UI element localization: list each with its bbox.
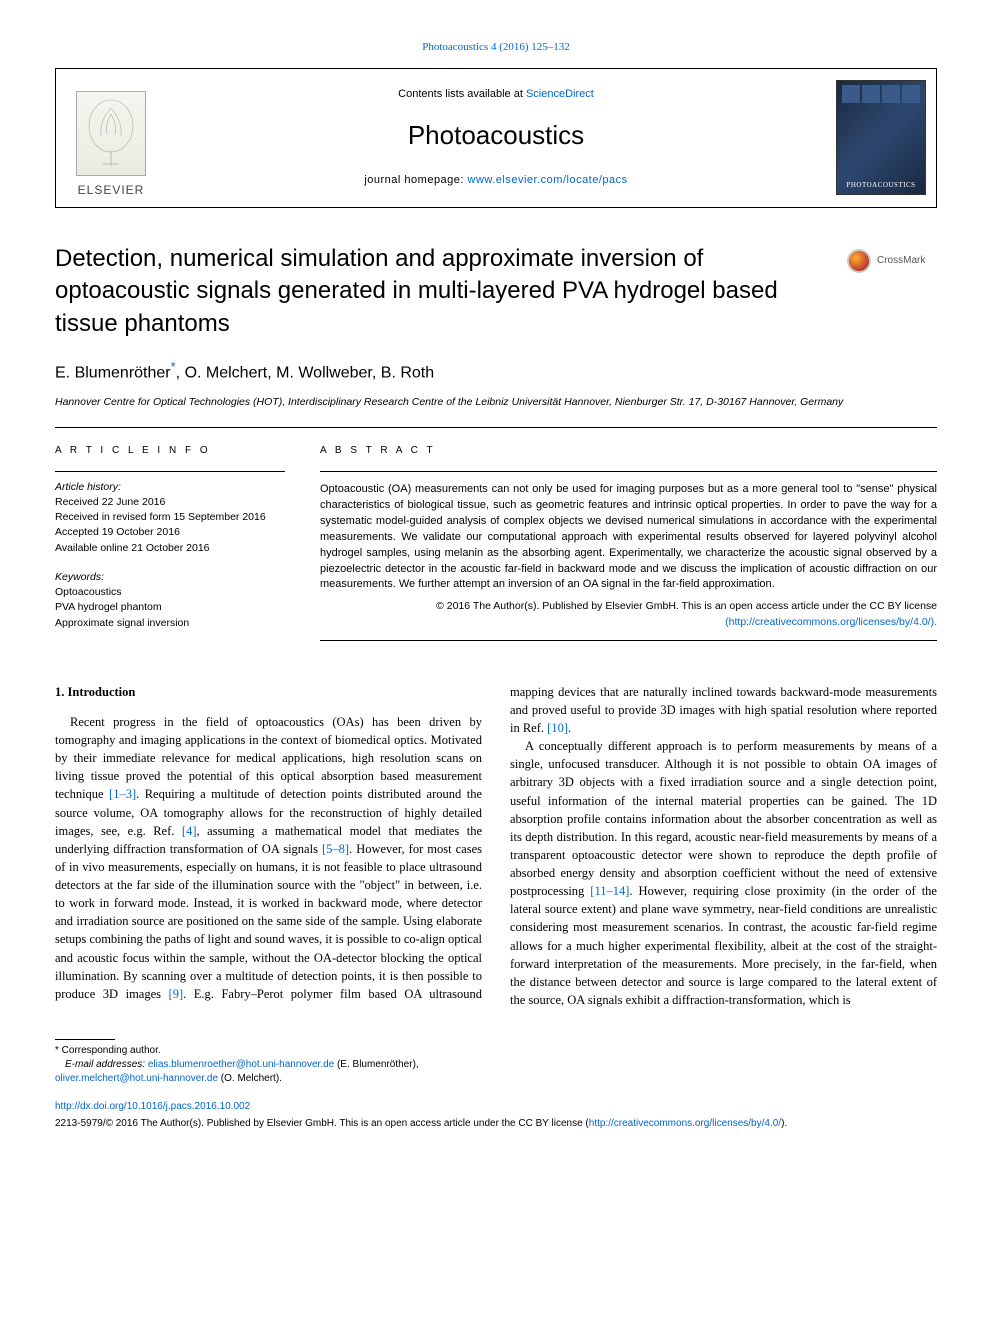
ref-1-3[interactable]: [1–3] <box>109 787 136 801</box>
divider <box>320 471 937 472</box>
email-2-who: (O. Melchert). <box>218 1073 282 1084</box>
abstract: A B S T R A C T Optoacoustic (OA) measur… <box>320 444 937 641</box>
elsevier-tree-icon <box>76 91 146 176</box>
journal-title: Photoacoustics <box>408 117 584 155</box>
issn-copyright: 2213-5979/© 2016 The Author(s). Publishe… <box>55 1117 937 1132</box>
doi-link[interactable]: http://dx.doi.org/10.1016/j.pacs.2016.10… <box>55 1101 250 1112</box>
divider <box>55 471 285 472</box>
publisher-block: ELSEVIER <box>56 69 166 207</box>
contents-line: Contents lists available at ScienceDirec… <box>398 87 594 103</box>
doi: http://dx.doi.org/10.1016/j.pacs.2016.10… <box>55 1100 937 1115</box>
email-line: E-mail addresses: elias.blumenroether@ho… <box>55 1058 470 1086</box>
author-1: E. Blumenröther <box>55 364 171 381</box>
article-body: 1. Introduction Recent progress in the f… <box>55 683 937 1009</box>
section-1-heading: 1. Introduction <box>55 683 482 701</box>
keyword-3: Approximate signal inversion <box>55 616 285 631</box>
license-link[interactable]: (http://creativecommons.org/licenses/by/… <box>725 616 937 628</box>
footnotes: * Corresponding author. E-mail addresses… <box>55 1039 470 1086</box>
para-3-b: . However, requiring close proximity (in… <box>510 884 937 1007</box>
ref-5-8[interactable]: [5–8] <box>322 842 349 856</box>
copyright-text: © 2016 The Author(s). Published by Elsev… <box>436 600 937 612</box>
para-1-d: . However, for most cases of in vivo mea… <box>55 842 482 965</box>
para-3-a: A conceptually different approach is to … <box>510 739 937 898</box>
journal-header: ELSEVIER Contents lists available at Sci… <box>55 68 937 208</box>
journal-homepage: journal homepage: www.elsevier.com/locat… <box>364 173 627 189</box>
info-abstract-row: A R T I C L E I N F O Article history: R… <box>55 428 937 655</box>
article-info-heading: A R T I C L E I N F O <box>55 444 285 459</box>
email-2[interactable]: oliver.melchert@hot.uni-hannover.de <box>55 1073 218 1084</box>
history-accepted: Accepted 19 October 2016 <box>55 525 285 540</box>
cover-thumbnail-wrap: PHOTOACOUSTICS <box>826 69 936 207</box>
email-1-who: (E. Blumenröther), <box>334 1059 418 1070</box>
keywords-label: Keywords: <box>55 570 285 585</box>
history-received: Received 22 June 2016 <box>55 495 285 510</box>
history-online: Available online 21 October 2016 <box>55 541 285 556</box>
ref-4[interactable]: [4] <box>182 824 197 838</box>
authors-rest: , O. Melchert, M. Wollweber, B. Roth <box>176 364 434 381</box>
para-2-c: . <box>568 721 571 735</box>
keyword-1: Optoacoustics <box>55 585 285 600</box>
header-center: Contents lists available at ScienceDirec… <box>166 69 826 207</box>
homepage-link[interactable]: www.elsevier.com/locate/pacs <box>468 174 628 186</box>
article-title: Detection, numerical simulation and appr… <box>55 243 827 340</box>
cover-thumbnail: PHOTOACOUSTICS <box>836 80 926 195</box>
corresponding-author-note: * Corresponding author. <box>55 1044 470 1058</box>
divider <box>320 640 937 641</box>
issn-text-b: ). <box>781 1118 787 1129</box>
sciencedirect-link[interactable]: ScienceDirect <box>526 88 594 100</box>
issn-text-a: 2213-5979/© 2016 The Author(s). Publishe… <box>55 1118 589 1129</box>
affiliation: Hannover Centre for Optical Technologies… <box>55 395 937 410</box>
history-revised: Received in revised form 15 September 20… <box>55 510 285 525</box>
abstract-copyright: © 2016 The Author(s). Published by Elsev… <box>320 599 937 629</box>
abstract-heading: A B S T R A C T <box>320 444 937 459</box>
email-1[interactable]: elias.blumenroether@hot.uni-hannover.de <box>148 1059 334 1070</box>
homepage-prefix: journal homepage: <box>364 174 467 186</box>
email-label: E-mail addresses: <box>65 1059 148 1070</box>
ref-10[interactable]: [10] <box>547 721 568 735</box>
issn-license-link[interactable]: http://creativecommons.org/licenses/by/4… <box>589 1118 781 1129</box>
author-list: E. Blumenröther*, O. Melchert, M. Wollwe… <box>55 358 937 385</box>
article-info: A R T I C L E I N F O Article history: R… <box>55 444 285 641</box>
running-header: Photoacoustics 4 (2016) 125–132 <box>55 40 937 56</box>
keyword-2: PVA hydrogel phantom <box>55 600 285 615</box>
footnote-rule <box>55 1039 115 1040</box>
para-3: A conceptually different approach is to … <box>510 737 937 1009</box>
ref-11-14[interactable]: [11–14] <box>590 884 629 898</box>
contents-prefix: Contents lists available at <box>398 88 526 100</box>
cover-label: PHOTOACOUSTICS <box>846 180 915 190</box>
citation-link[interactable]: Photoacoustics 4 (2016) 125–132 <box>422 41 570 53</box>
abstract-text: Optoacoustic (OA) measurements can not o… <box>320 482 937 594</box>
ref-9[interactable]: [9] <box>169 987 184 1001</box>
history-label: Article history: <box>55 480 285 495</box>
crossmark-label: CrossMark <box>877 254 925 269</box>
crossmark-icon <box>847 249 871 273</box>
crossmark-badge[interactable]: CrossMark <box>847 249 937 273</box>
publisher-name: ELSEVIER <box>78 182 145 199</box>
